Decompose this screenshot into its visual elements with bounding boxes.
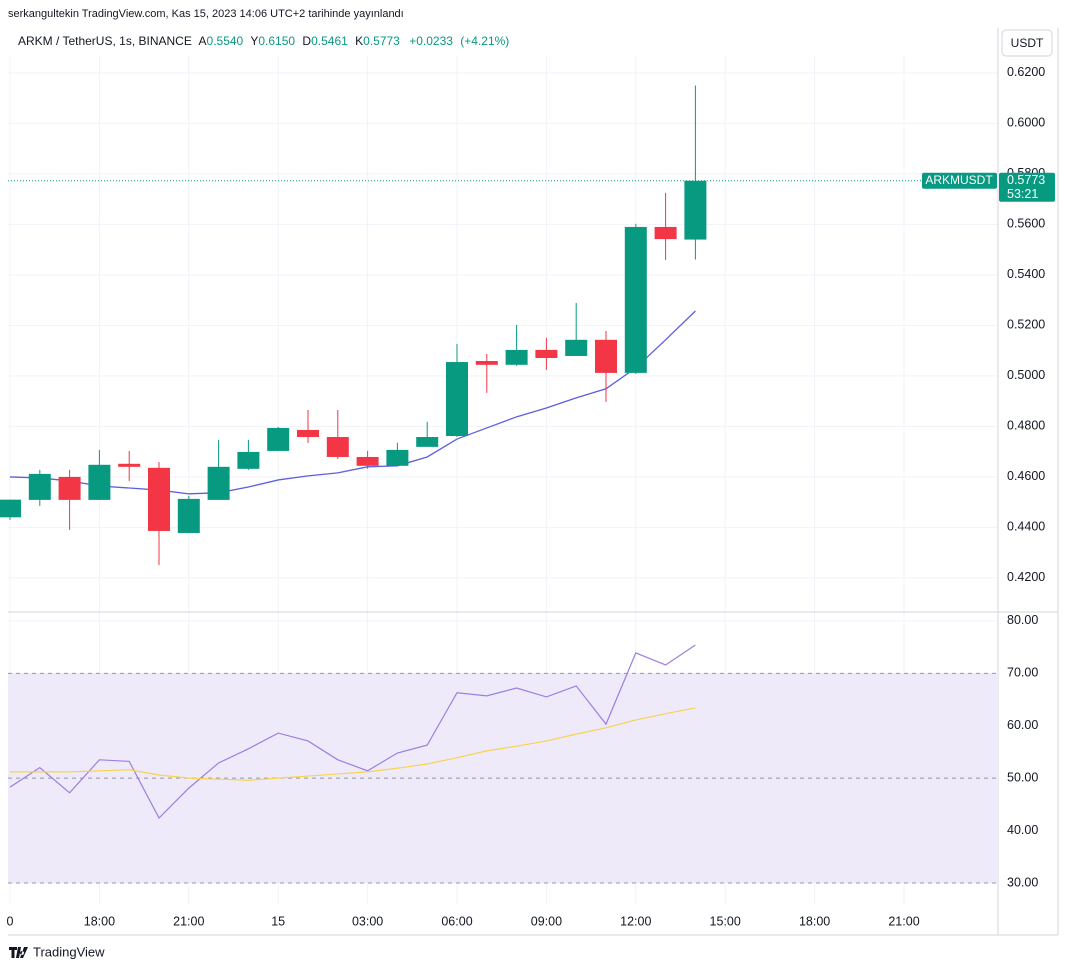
legend-low-label: D [302, 34, 311, 48]
candle-body [207, 466, 230, 500]
currency-button[interactable]: USDT [1001, 29, 1053, 57]
candle-body [237, 451, 260, 469]
legend-change-pct: (+4.21%) [460, 34, 509, 48]
price-tag [999, 172, 1055, 202]
legend-open: 0.5540 [207, 34, 244, 48]
x-tick-label: 18:00 [799, 914, 830, 928]
moving-average [9, 310, 696, 495]
legend-close-label: K [355, 34, 363, 48]
legend-symbol: ARKM / TetherUS, 1s, BINANCE [18, 34, 192, 48]
y-tick-label: 80.00 [1007, 613, 1038, 627]
legend-close: 0.5773 [363, 34, 400, 48]
legend-open-label: A [199, 34, 207, 48]
x-tick-label: 21:00 [173, 914, 204, 928]
brand: TradingView [9, 944, 105, 959]
y-tick-label: 0.4200 [1007, 570, 1045, 584]
candle-body [267, 427, 290, 451]
y-tick-label: 0.5000 [1007, 368, 1045, 382]
y-tick-label: 0.5400 [1007, 267, 1045, 281]
rsi-line [9, 644, 696, 819]
x-tick-label: 12:00 [620, 914, 651, 928]
rsi-line [10, 707, 696, 781]
y-tick-label: 50.00 [1007, 770, 1038, 784]
x-tick-label: 21:00 [888, 914, 919, 928]
candle-body [416, 437, 439, 447]
symbol-tag [922, 172, 997, 189]
candle-body [535, 349, 558, 358]
candle-body [624, 226, 647, 373]
legend: ARKM / TetherUS, 1s, BINANCE A0.5540 Y0.… [18, 34, 509, 48]
y-tick-label: 0.6200 [1007, 65, 1045, 79]
candle-body [148, 467, 170, 531]
x-tick-label: 03:00 [352, 914, 383, 928]
x-tick-label: 15 [271, 914, 285, 928]
x-tick-label: 09:00 [531, 914, 562, 928]
symbol-tag-label: ARKMUSDT [925, 173, 993, 187]
candle-body [326, 437, 349, 457]
legend-low: 0.5461 [311, 34, 348, 48]
price-tag-value: 0.5773 [1007, 173, 1045, 187]
candle-body [565, 339, 588, 356]
candle-body [28, 473, 51, 500]
legend-change: +0.0233 [409, 34, 453, 48]
candle-body [356, 456, 379, 466]
y-tick-label: 30.00 [1007, 875, 1038, 889]
candle-body [0, 499, 21, 518]
brand-name: TradingView [33, 944, 105, 959]
candle-body [88, 464, 111, 500]
x-tick-label: 15:00 [710, 914, 741, 928]
publish-note: serkangultekin TradingView.com, Kas 15, … [8, 8, 404, 20]
x-tick-label: 18:00 [84, 914, 115, 928]
candle-body [118, 463, 141, 467]
y-tick-label: 0.4400 [1007, 520, 1045, 534]
x-tick-label: 06:00 [441, 914, 472, 928]
brand-logo [9, 947, 28, 958]
currency-button-box[interactable] [1001, 29, 1053, 57]
candle-body [684, 180, 707, 240]
y-tick-label: 0.5600 [1007, 217, 1045, 231]
y-tick-label: 70.00 [1007, 666, 1038, 680]
candle-body [446, 362, 468, 437]
y-tick-label: 0.6000 [1007, 116, 1045, 130]
legend-high: 0.6150 [258, 34, 295, 48]
x-tick-label: 0 [7, 914, 14, 928]
currency-button-label[interactable]: USDT [1011, 36, 1044, 50]
price-tag-countdown: 53:21 [1007, 187, 1038, 201]
y-tick-label: 60.00 [1007, 718, 1038, 732]
y-tick-label: 0.4600 [1007, 469, 1045, 483]
y-tick-label: 0.5200 [1007, 318, 1045, 332]
legend-high-label: Y [250, 34, 258, 48]
candle-body [654, 226, 677, 240]
candle-body [177, 498, 200, 533]
candle-body [475, 361, 498, 365]
y-tick-label: 0.4800 [1007, 419, 1045, 433]
candle-body [505, 349, 528, 365]
candle-body [595, 339, 617, 373]
candle-body [58, 476, 81, 500]
candle-body [386, 449, 409, 466]
candle-body [297, 429, 319, 438]
y-tick-label: 40.00 [1007, 823, 1038, 837]
